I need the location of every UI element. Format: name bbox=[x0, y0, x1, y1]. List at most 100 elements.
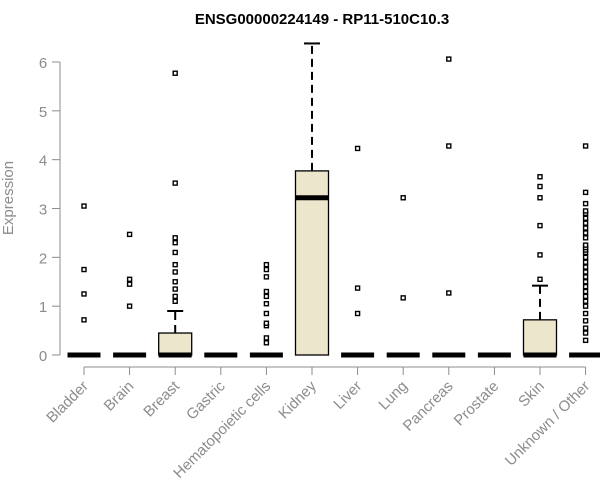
outlier-point bbox=[582, 303, 589, 309]
x-tick-label: Unknown / Other bbox=[502, 378, 594, 470]
box-group bbox=[341, 145, 375, 358]
outlier-point bbox=[126, 276, 133, 283]
outlier-point bbox=[582, 220, 589, 226]
box-rect bbox=[294, 170, 330, 356]
outlier-point bbox=[582, 283, 589, 290]
chart-title: ENSG00000224149 - RP11-510C10.3 bbox=[195, 11, 449, 28]
outlier-point bbox=[537, 195, 543, 201]
y-tick-label: 2 bbox=[39, 250, 47, 267]
outlier-point bbox=[400, 195, 406, 201]
outlier-point bbox=[582, 200, 589, 207]
box-rect bbox=[522, 319, 558, 356]
outlier-point bbox=[263, 310, 270, 317]
outlier-point bbox=[263, 335, 270, 341]
x-tick-label: Breast bbox=[140, 377, 183, 420]
outlier-point bbox=[582, 337, 589, 344]
outlier-point bbox=[263, 261, 270, 268]
outlier-point bbox=[582, 298, 589, 304]
outlier-point bbox=[126, 231, 133, 238]
outlier-point bbox=[537, 276, 543, 283]
outlier-point bbox=[172, 180, 178, 186]
outlier-point bbox=[172, 249, 178, 256]
box-group bbox=[113, 231, 147, 358]
outlier-point bbox=[582, 310, 589, 317]
outlier-point bbox=[537, 174, 543, 180]
outlier-point bbox=[582, 269, 589, 275]
outlier-point bbox=[582, 279, 589, 285]
box-plots bbox=[67, 42, 600, 358]
outlier-point bbox=[582, 230, 589, 236]
box-group bbox=[158, 70, 193, 358]
outlier-point bbox=[126, 303, 133, 309]
box-group bbox=[249, 261, 283, 358]
y-axis-label: Expression bbox=[0, 161, 17, 235]
x-tick-label: Skin bbox=[515, 378, 548, 411]
outlier-point bbox=[582, 143, 589, 149]
outlier-point bbox=[81, 317, 87, 323]
box-group bbox=[67, 203, 101, 358]
outlier-point bbox=[354, 145, 361, 152]
outlier-point bbox=[354, 285, 361, 291]
outlier-point bbox=[537, 183, 543, 190]
outlier-point bbox=[81, 291, 87, 297]
outlier-point bbox=[263, 274, 270, 280]
outlier-point bbox=[172, 293, 178, 300]
outlier-point bbox=[263, 293, 270, 300]
outlier-point bbox=[81, 266, 87, 273]
x-tick-label: Gastric bbox=[183, 377, 229, 423]
outlier-point bbox=[172, 269, 178, 275]
outlier-point bbox=[263, 288, 270, 295]
outlier-point bbox=[446, 143, 452, 149]
outlier-point bbox=[263, 320, 270, 326]
y-tick-label: 5 bbox=[39, 104, 47, 121]
outlier-point bbox=[263, 340, 270, 346]
outlier-point bbox=[582, 288, 589, 295]
x-tick-label: Pancreas bbox=[400, 378, 457, 435]
box-group bbox=[569, 143, 600, 358]
outlier-point bbox=[263, 266, 270, 273]
outlier-point bbox=[582, 235, 589, 241]
x-tick-label: Prostate bbox=[451, 378, 503, 430]
outlier-point bbox=[537, 222, 543, 229]
y-tick-label: 1 bbox=[39, 299, 47, 316]
outlier-point bbox=[172, 239, 178, 246]
outlier-point bbox=[582, 318, 589, 324]
outlier-point bbox=[582, 242, 589, 248]
outlier-point bbox=[172, 298, 178, 304]
outlier-point bbox=[582, 274, 589, 280]
outlier-point bbox=[582, 215, 589, 221]
box-group bbox=[432, 56, 466, 358]
outlier-point bbox=[582, 325, 589, 331]
outlier-point bbox=[582, 208, 589, 214]
outlier-point bbox=[582, 259, 589, 265]
outlier-point bbox=[446, 56, 452, 62]
box-group bbox=[386, 195, 420, 358]
y-tick-label: 4 bbox=[39, 153, 47, 170]
box-rect bbox=[158, 332, 193, 356]
box-group bbox=[294, 42, 330, 356]
outlier-point bbox=[172, 286, 178, 292]
outlier-point bbox=[582, 254, 589, 261]
outlier-point bbox=[582, 189, 589, 196]
outlier-point bbox=[172, 261, 178, 268]
outlier-point bbox=[582, 293, 589, 300]
outlier-point bbox=[172, 279, 178, 285]
outlier-point bbox=[126, 281, 133, 287]
x-tick-label: Kidney bbox=[275, 377, 320, 422]
outlier-point bbox=[582, 330, 589, 336]
outlier-point bbox=[263, 301, 270, 307]
outlier-point bbox=[354, 310, 361, 317]
outlier-point bbox=[582, 225, 589, 231]
x-tick-label: Lung bbox=[375, 378, 411, 414]
outlier-point bbox=[172, 235, 178, 241]
y-tick-label: 6 bbox=[39, 55, 47, 72]
y-axis: 0 1 2 3 4 5 6 bbox=[39, 55, 61, 365]
outlier-point bbox=[446, 290, 452, 296]
outlier-point bbox=[81, 203, 87, 209]
outlier-point bbox=[537, 252, 543, 258]
box-group bbox=[522, 174, 558, 358]
outlier-point bbox=[400, 295, 406, 301]
